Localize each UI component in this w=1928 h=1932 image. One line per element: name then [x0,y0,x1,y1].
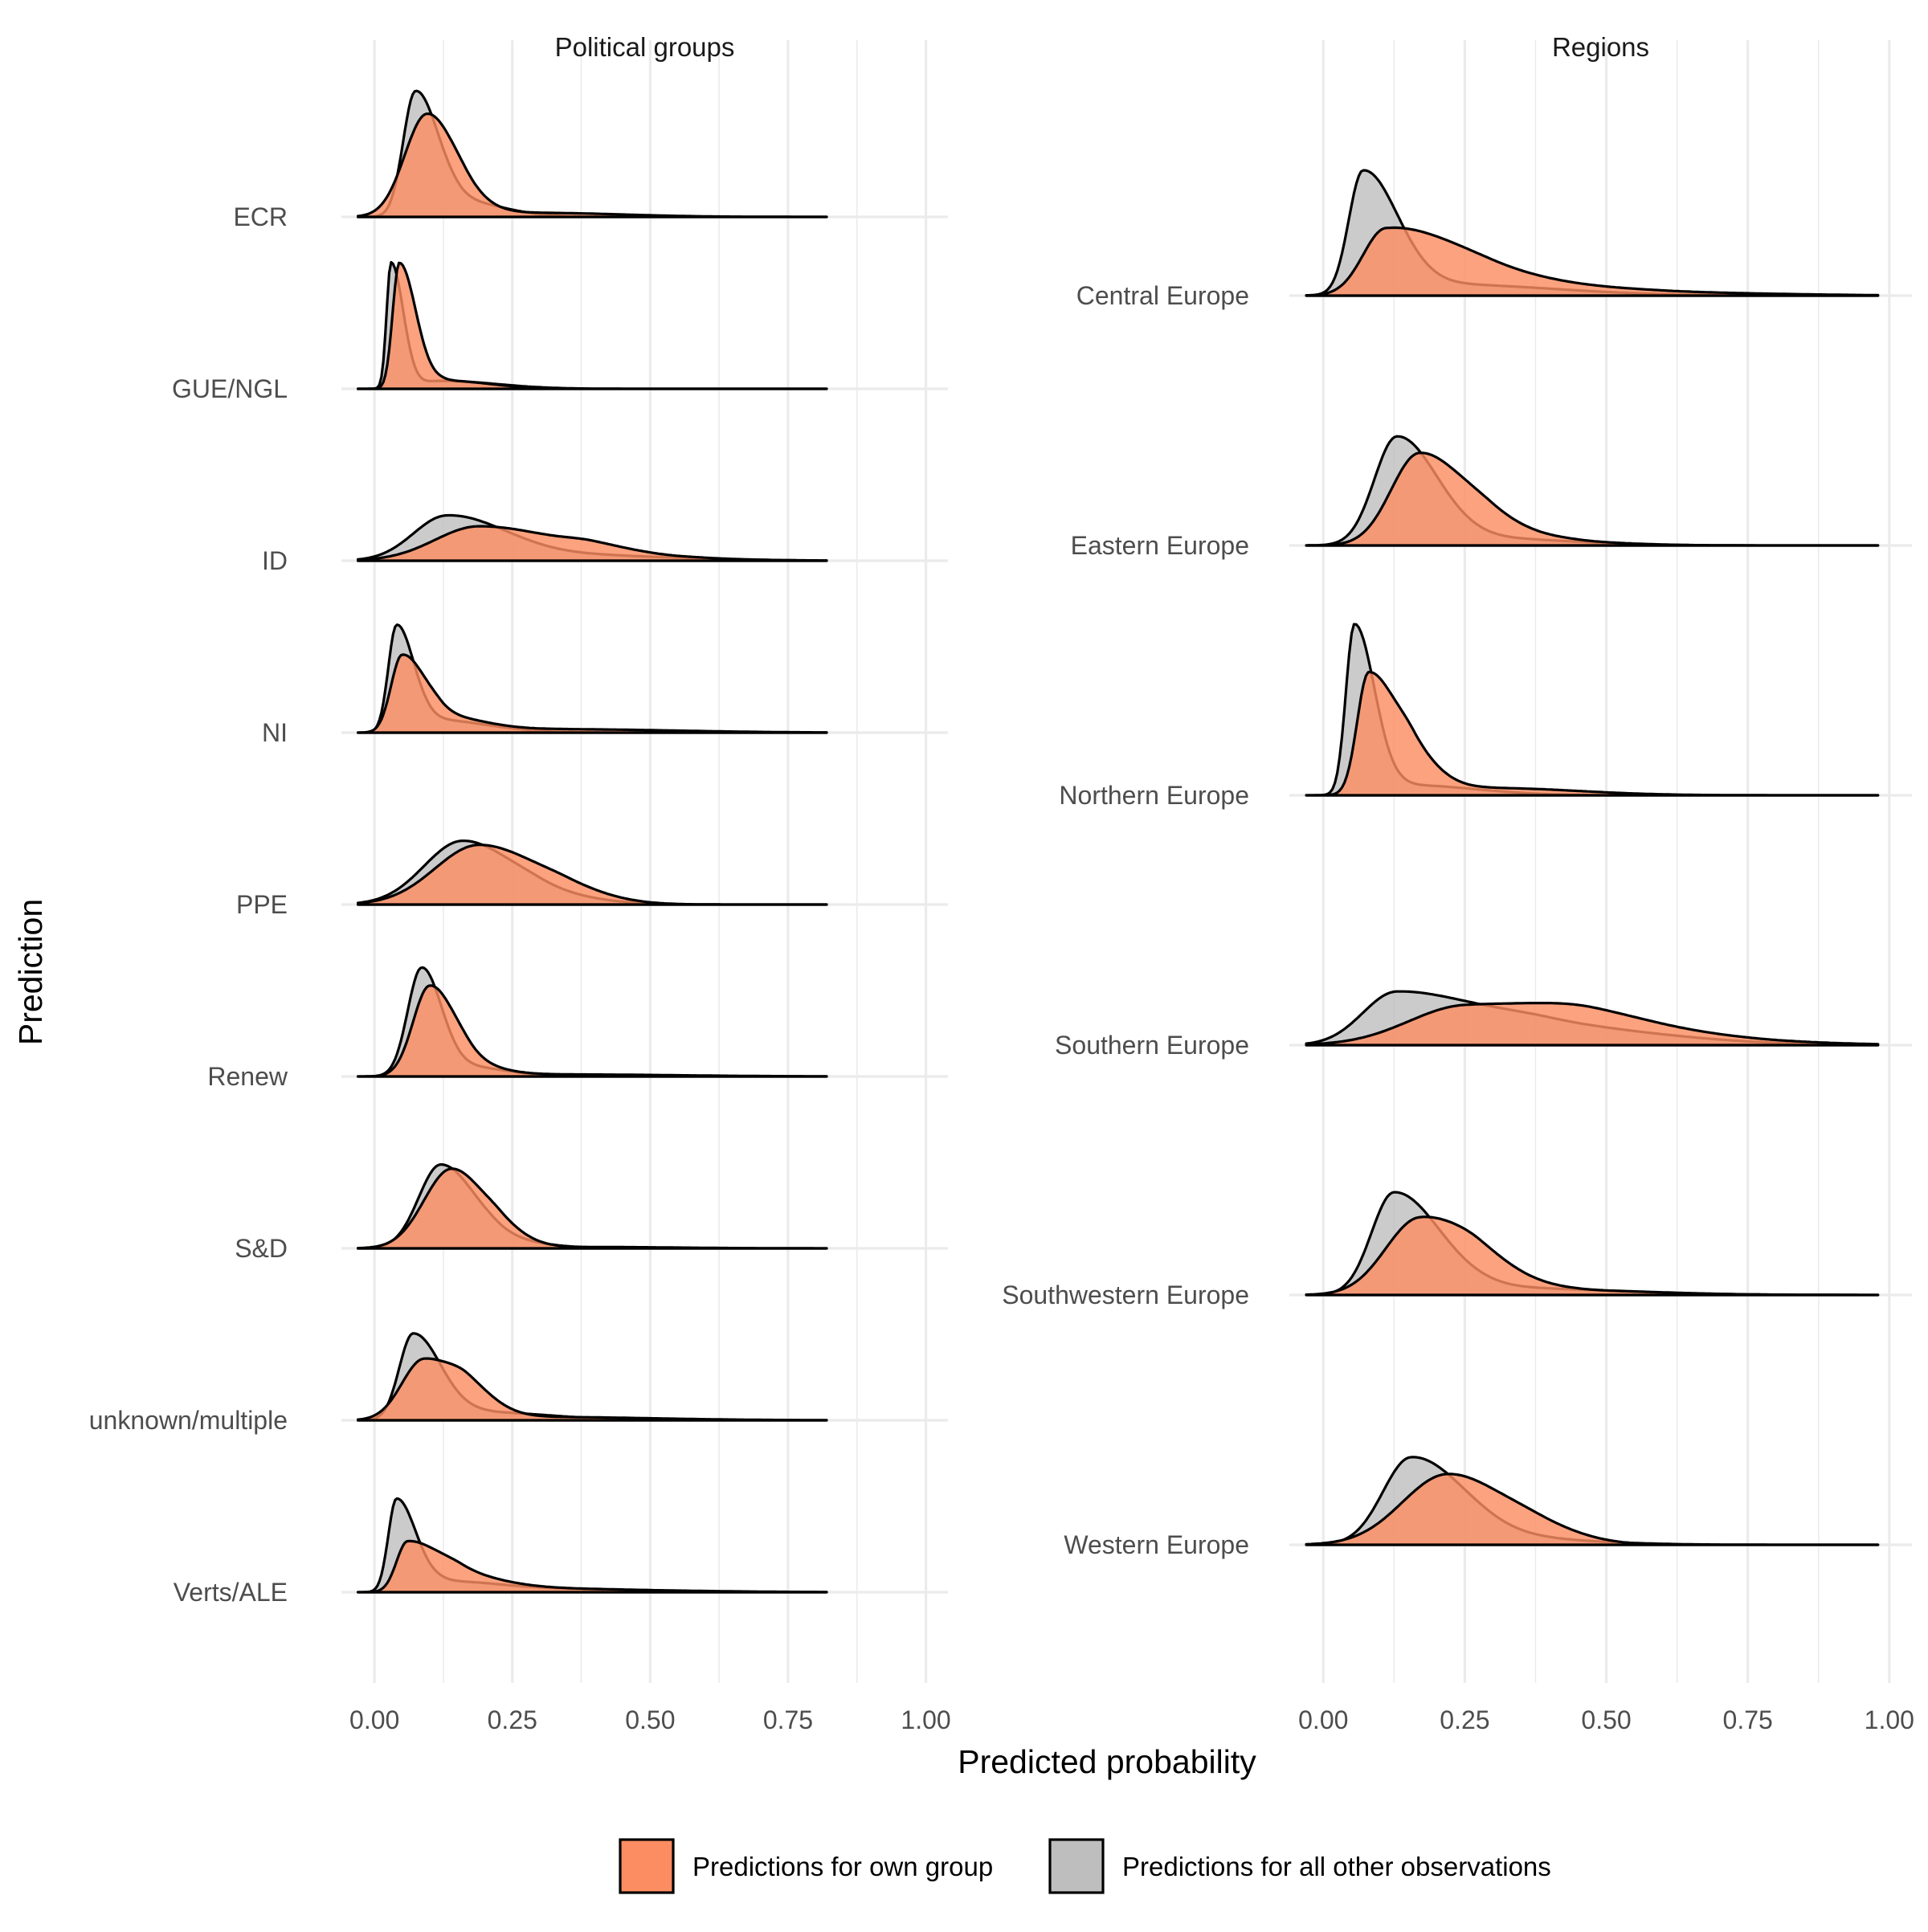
y-tick-label: GUE/NGL [172,374,288,403]
ridge: ID [262,513,828,575]
legend-swatch-other [1048,1838,1105,1894]
ridge: PPE [236,839,828,919]
density-own [357,843,828,906]
legend-swatch-own [619,1838,675,1894]
y-axis-title: Prediction [12,899,49,1045]
chart-panels: Political groups 0.00 0.25 0.50 0.75 1.00 ECR G… [89,32,1914,1734]
x-tick-label: 0.00 [1298,1705,1348,1734]
y-tick-label: NI [262,718,288,747]
density-own [1305,1002,1880,1047]
density-own [357,261,828,390]
ridge: Western Europe [1064,1456,1880,1559]
y-tick-label: Southern Europe [1055,1031,1249,1060]
legend: Predictions for own group Predictions fo… [619,1838,1551,1894]
density-own [1305,226,1880,297]
density-own [357,984,828,1078]
x-tick-label: 0.25 [488,1705,537,1734]
panel-1: Regions 0.00 0.25 0.50 0.75 1.00 Central Europ… [1002,32,1914,1734]
y-tick-label: Western Europe [1064,1530,1249,1559]
x-tick-label: 1.00 [1865,1705,1914,1734]
density-own [357,1539,828,1594]
ridge: Verts/ALE [174,1497,828,1607]
y-tick-label: PPE [236,890,288,919]
y-tick-label: Central Europe [1076,281,1249,310]
x-tick-label: 0.25 [1440,1705,1489,1734]
ridge: unknown/multiple [89,1332,828,1435]
density-own [357,1357,828,1422]
x-tick-label: 0.00 [349,1705,399,1734]
x-axis-title: Predicted probability [958,1743,1256,1780]
x-tick-label: 0.50 [1581,1705,1631,1734]
y-tick-label: ID [262,546,288,575]
ridge: NI [262,623,828,747]
y-tick-label: Renew [207,1062,288,1091]
legend-label-other: Predictions for all other observations [1122,1852,1551,1881]
y-tick-label: Northern Europe [1059,781,1249,810]
ridge: GUE/NGL [172,260,828,403]
panel-title: Political groups [555,32,735,62]
density-own [357,1167,828,1250]
panel-0: Political groups 0.00 0.25 0.50 0.75 1.00 ECR G… [89,32,951,1734]
ridge: Renew [207,966,828,1091]
ridge: Northern Europe [1059,623,1880,810]
density-own [1305,671,1880,797]
ridge: Eastern Europe [1071,435,1880,560]
ridge: ECR [233,89,828,231]
ridge: Central Europe [1076,169,1880,310]
y-tick-label: Southwestern Europe [1002,1281,1249,1309]
density-own [1305,1215,1880,1297]
x-tick-label: 0.75 [763,1705,813,1734]
density-own [357,112,828,219]
y-tick-label: ECR [233,202,288,231]
ridge: Southern Europe [1055,990,1880,1060]
x-tick-label: 0.75 [1723,1705,1773,1734]
density-own [1305,1472,1880,1546]
panel-title: Regions [1552,32,1649,62]
x-tick-label: 0.50 [625,1705,675,1734]
density-own [357,653,828,734]
y-tick-label: S&D [235,1234,288,1263]
density-own [357,525,828,562]
y-tick-label: Eastern Europe [1071,531,1249,560]
y-tick-label: unknown/multiple [89,1406,288,1435]
x-tick-label: 1.00 [901,1705,950,1734]
ridge: Southwestern Europe [1002,1191,1880,1309]
y-tick-label: Verts/ALE [174,1578,288,1607]
density-own [1305,451,1880,547]
legend-label-own: Predictions for own group [692,1852,993,1881]
ridge: S&D [235,1163,828,1263]
